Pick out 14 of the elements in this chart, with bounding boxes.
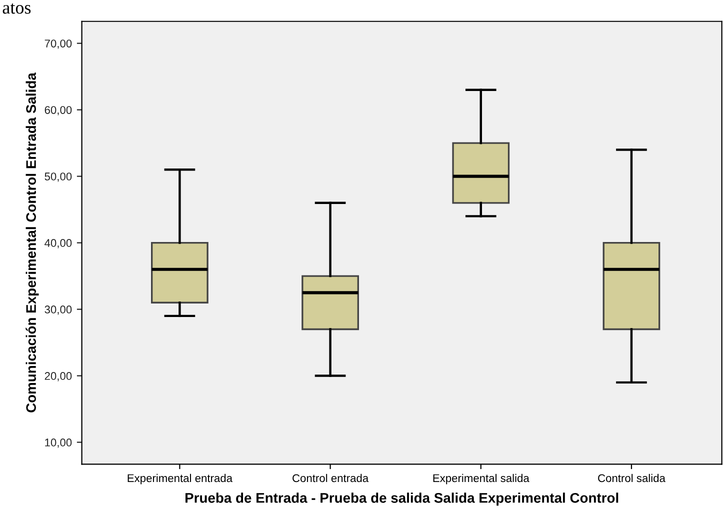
x-tick-label: Experimental entrada: [128, 474, 233, 484]
x-tick-label: Control entrada: [292, 474, 369, 482]
y-tick-label: 60,00: [44, 106, 72, 116]
y-tick-label: 10,00: [45, 438, 72, 448]
y-axis-title: Comunicación Experimental Control Entrada Salida: [26, 72, 39, 412]
y-tick-label: 70,00: [44, 40, 72, 49]
y-tick-label: 20,00: [44, 372, 72, 382]
y-tick-label: 30,00: [44, 306, 72, 315]
y-tick-label: 40,00: [44, 239, 72, 248]
y-tick-label: 50,00: [44, 172, 72, 182]
x-tick-label: Experimental salida: [433, 474, 530, 484]
x-axis-title: Prueba de Entrada - Prueba de salida Salida Experimental Control: [185, 492, 618, 506]
text: atos: [2, 3, 31, 14]
x-tick-label: Control salida: [598, 474, 666, 482]
